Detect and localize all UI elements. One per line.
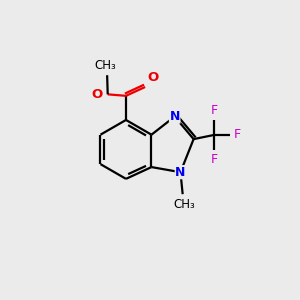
Text: O: O [91, 88, 102, 101]
Text: CH₃: CH₃ [95, 59, 116, 72]
Text: F: F [211, 153, 218, 166]
Text: N: N [175, 166, 186, 179]
Text: N: N [169, 110, 180, 123]
Text: F: F [234, 128, 241, 141]
Text: O: O [148, 71, 159, 84]
Text: CH₃: CH₃ [173, 198, 195, 211]
Text: F: F [211, 103, 218, 117]
